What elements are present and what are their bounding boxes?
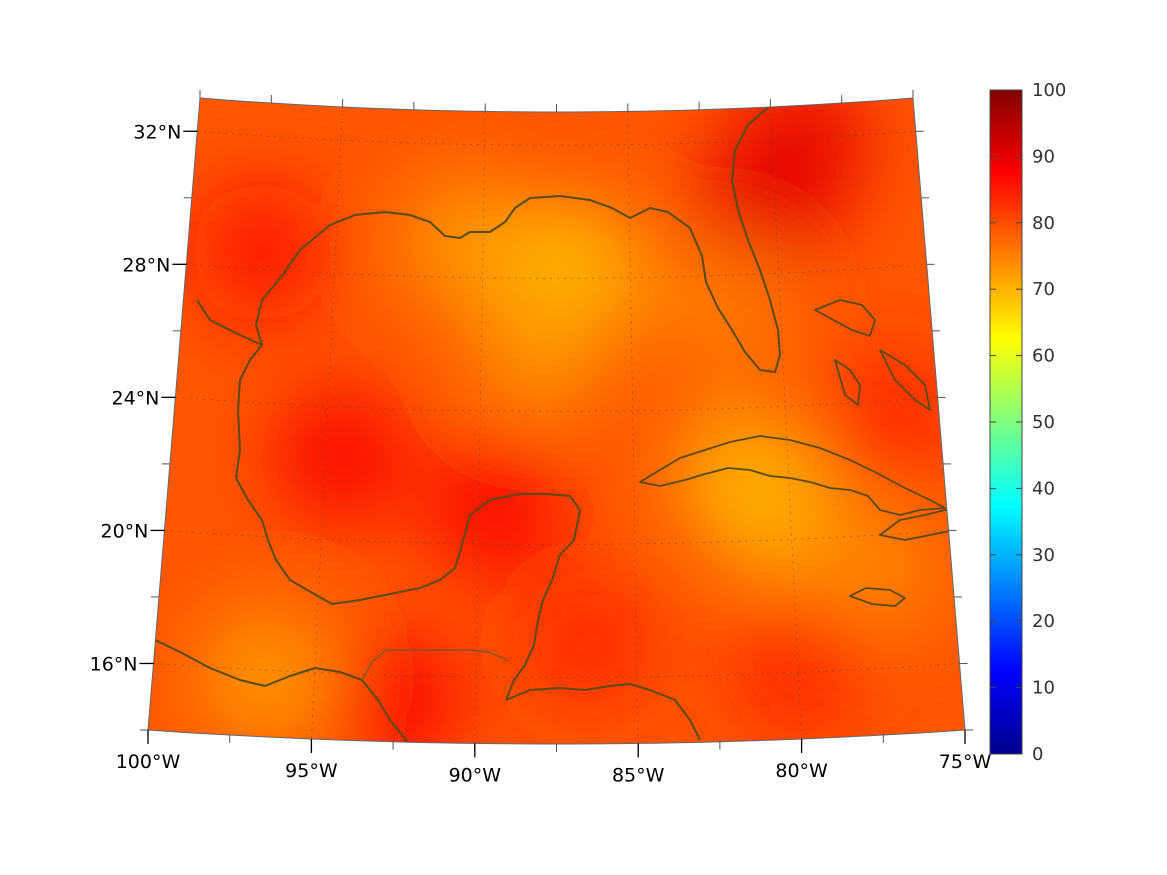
meridian-line — [770, 106, 802, 740]
lon-tick-label: 100°W — [116, 751, 181, 773]
colorbar-tick-label: 50 — [1032, 412, 1055, 433]
lat-tick-label: 24°N — [112, 387, 160, 409]
colorbar-tick-label: 0 — [1032, 744, 1043, 765]
colorbar-ticks: 0 10 20 30 40 50 60 70 80 90 100 — [990, 80, 1066, 765]
meridian-line — [311, 106, 343, 740]
colorbar-tick-label: 60 — [1032, 346, 1055, 367]
field-blob-4 — [471, 274, 612, 415]
colorbar: 0 10 20 30 40 50 60 70 80 90 100 — [989, 80, 1066, 765]
meridian-line — [474, 111, 486, 744]
colorbar-tick-label: 10 — [1032, 678, 1055, 699]
lat-tick-label: 28°N — [122, 254, 170, 276]
parallel-line — [175, 397, 938, 412]
latitude-labels: 32°N 28°N 24°N 20°N 16°N — [90, 121, 198, 676]
map-area — [140, 90, 973, 752]
field-blob-8 — [650, 238, 791, 379]
field-blob-13 — [324, 631, 465, 744]
jamaica-island — [849, 587, 906, 607]
gulf-coast-line — [196, 299, 581, 701]
central-america-coastline — [154, 639, 411, 744]
country-border-guatemala — [361, 649, 509, 681]
field-blob-5 — [424, 440, 565, 581]
field-blob-0 — [191, 182, 332, 323]
bahamas-islands — [814, 299, 931, 411]
honduras-coastline — [505, 683, 701, 741]
colorbar-tick-label: 40 — [1032, 478, 1055, 499]
field-blob-1 — [270, 386, 411, 527]
colorbar-tick-label: 70 — [1032, 279, 1055, 300]
us-gulf-coastline — [255, 98, 781, 373]
parallel-line — [164, 530, 949, 545]
lat-tick-label: 20°N — [101, 520, 149, 542]
lat-tick-label: 32°N — [133, 121, 181, 143]
lon-tick-label: 85°W — [612, 764, 665, 786]
field-blob-11 — [802, 498, 943, 639]
lon-tick-label: 75°W — [939, 751, 992, 773]
colorbar-tick-label: 20 — [1032, 611, 1055, 632]
colorbar-tick-label: 90 — [1032, 146, 1055, 167]
field-blob-12 — [518, 574, 659, 715]
parallel-line — [186, 263, 927, 279]
colorbar-tick-label: 100 — [1032, 80, 1066, 101]
cuba-island — [639, 435, 946, 516]
lat-tick-label: 16°N — [90, 654, 138, 676]
field-blob-14 — [195, 606, 336, 744]
lon-tick-label: 90°W — [449, 764, 502, 786]
longitude-labels: 100°W 95°W 90°W 85°W 80°W 75°W — [116, 730, 992, 786]
colorbar-tick-label: 80 — [1032, 213, 1055, 234]
parallel-line — [197, 130, 916, 146]
lon-tick-label: 80°W — [775, 760, 828, 782]
colorbar-tick-label: 30 — [1032, 545, 1055, 566]
graticule — [153, 106, 960, 744]
parallel-line — [153, 663, 960, 678]
field-blob-7 — [731, 98, 872, 216]
field-blob-16 — [823, 347, 964, 488]
lon-tick-label: 95°W — [285, 760, 338, 782]
